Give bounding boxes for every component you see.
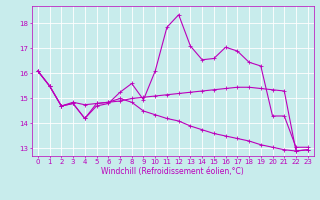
X-axis label: Windchill (Refroidissement éolien,°C): Windchill (Refroidissement éolien,°C) xyxy=(101,167,244,176)
